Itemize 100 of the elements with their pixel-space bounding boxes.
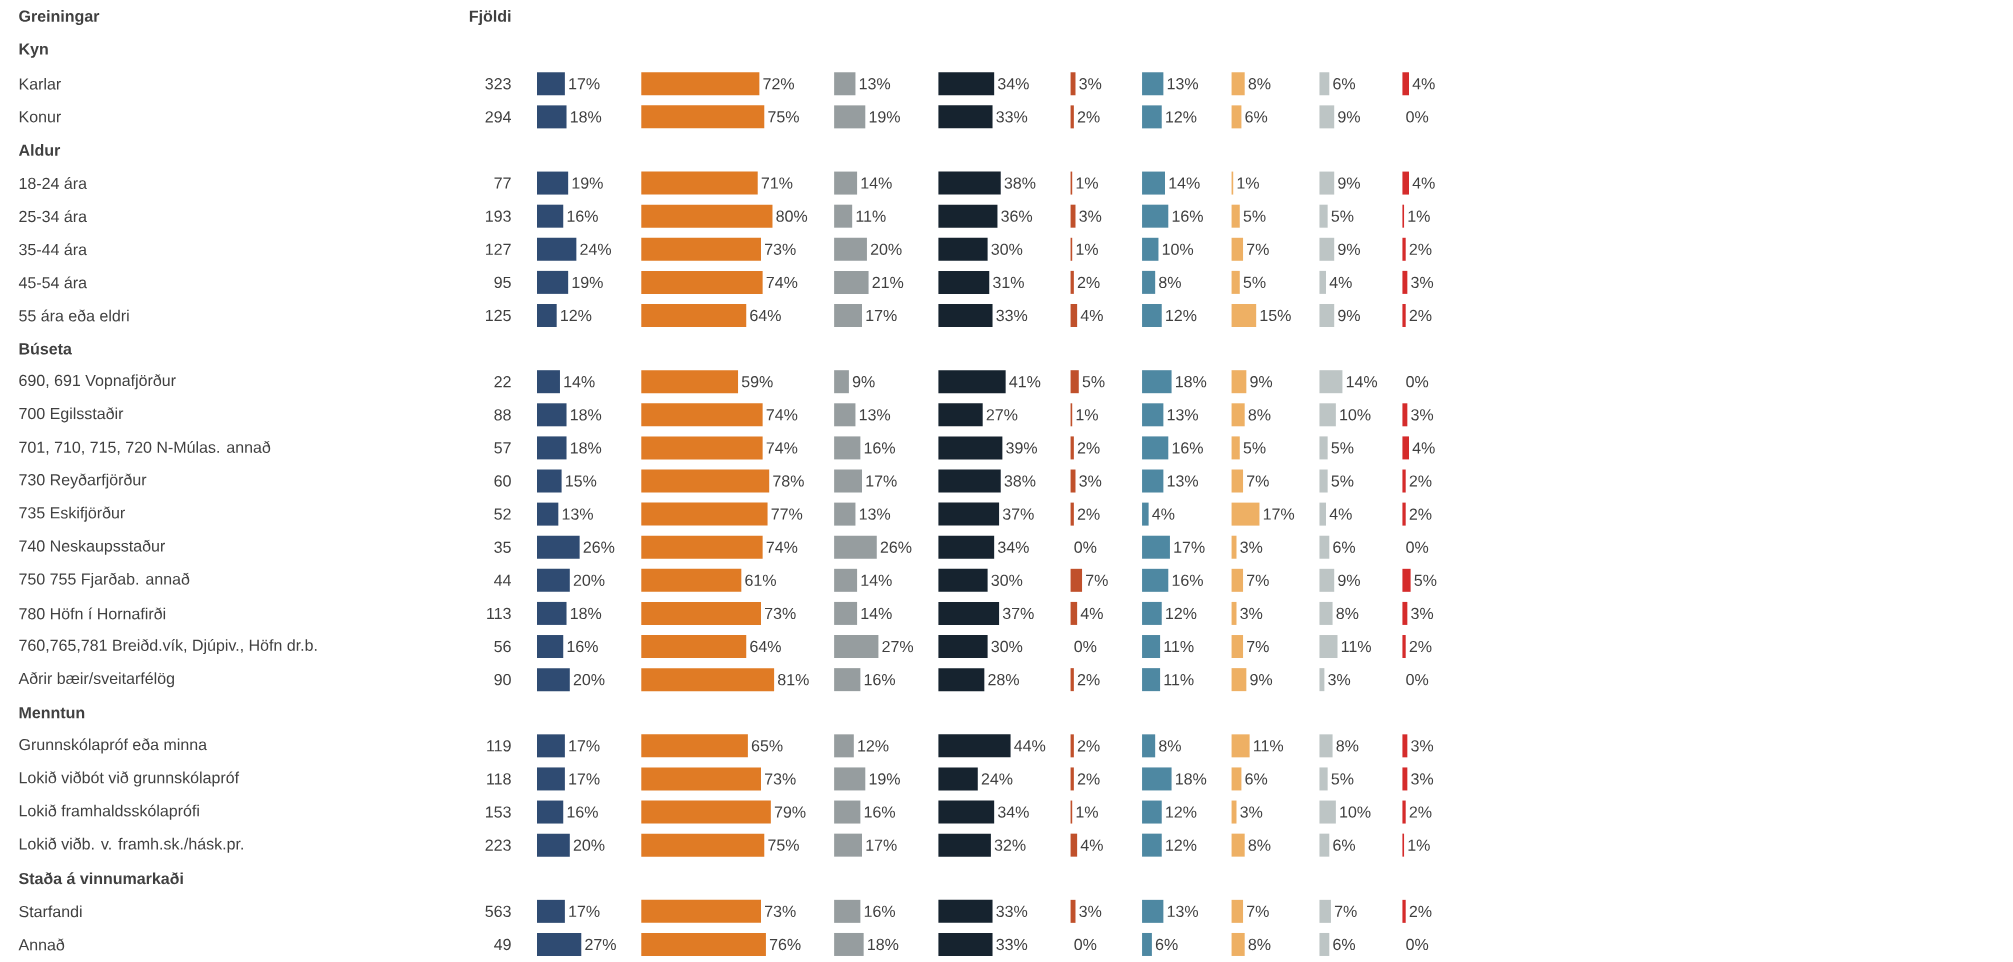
bar (1402, 899, 1406, 923)
data-label: 4% (1080, 839, 1103, 851)
data-label: 73% (765, 905, 796, 918)
bar (834, 204, 853, 228)
data-label: 34% (997, 541, 1029, 553)
y-axis-title: Greiningar (19, 10, 100, 26)
bar (537, 502, 559, 526)
bar (1231, 403, 1245, 427)
bar (1231, 237, 1244, 261)
data-label: 37% (1002, 607, 1034, 620)
bar (537, 668, 570, 692)
bar (1402, 303, 1406, 327)
bar (834, 171, 858, 195)
bar (938, 502, 1000, 526)
data-label: 18% (570, 607, 602, 620)
y-tick-label: 55 ára eða eldri (19, 309, 129, 322)
bar (1070, 270, 1074, 294)
data-label: 14% (861, 607, 892, 620)
data-label: 27% (986, 409, 1018, 421)
data-label: 16% (567, 640, 598, 653)
data-label: 73% (765, 607, 796, 620)
bar (938, 370, 1006, 394)
bar (1319, 270, 1327, 294)
data-label: 294 (485, 111, 511, 123)
data-label: 8% (1248, 409, 1271, 421)
bar (938, 535, 995, 559)
bar (1319, 303, 1335, 327)
data-label: 13% (1167, 475, 1199, 487)
data-label: 16% (864, 806, 896, 818)
bar (938, 469, 1001, 493)
bar (1231, 370, 1247, 394)
bar (1142, 635, 1161, 659)
data-label: 1% (1237, 177, 1259, 189)
bar (1142, 469, 1164, 493)
data-label: 153 (486, 806, 511, 818)
data-label: 56 (494, 640, 511, 653)
bar (641, 469, 770, 493)
bar (834, 932, 864, 956)
data-label: 12% (1166, 309, 1197, 322)
data-label: 74% (766, 409, 798, 421)
y-tick-label: 18-24 ára (19, 177, 87, 190)
data-label: 13% (859, 409, 891, 421)
bar (1142, 535, 1170, 559)
bar (537, 635, 564, 659)
y-tick-label: Annað (18, 938, 65, 951)
bar (938, 436, 1003, 460)
data-label: 0% (1074, 938, 1097, 951)
bar (1142, 899, 1164, 923)
data-label: 49 (494, 938, 511, 951)
bar (938, 800, 995, 824)
data-label: 12% (1166, 806, 1197, 818)
bar (834, 370, 849, 394)
data-label: 33% (996, 309, 1028, 322)
y-tick-label: Karlar (19, 77, 61, 90)
data-label: 6% (1333, 78, 1356, 90)
bar (1070, 833, 1078, 857)
data-label: 14% (1169, 177, 1200, 189)
data-label: 60 (494, 475, 511, 487)
bar (641, 72, 760, 96)
data-label: 33% (996, 111, 1028, 123)
data-label: 127 (486, 243, 511, 255)
bar (641, 204, 773, 228)
data-label: 76% (769, 938, 801, 951)
data-label: 3% (1240, 607, 1263, 620)
bar (938, 899, 993, 923)
bar (537, 734, 565, 758)
bar (938, 171, 1001, 195)
data-label: 65% (751, 740, 783, 752)
data-label: 113 (487, 607, 511, 620)
y-tick-label: 740 Neskaupsstaður (19, 539, 165, 555)
y-tick-label: 760,765,781 Breiðd.vík, Djúpiv., Höfn dr.b. (19, 638, 317, 655)
data-label: 7% (1247, 905, 1269, 917)
data-label: 17% (866, 475, 897, 487)
bar (1319, 899, 1331, 923)
bar (641, 436, 763, 460)
bar (1231, 833, 1245, 857)
data-label: 16% (1172, 210, 1203, 222)
bar (537, 899, 565, 923)
data-label: 2% (1077, 111, 1100, 123)
bar (1142, 204, 1169, 228)
data-label: 5% (1414, 574, 1437, 586)
bar (1231, 932, 1245, 956)
y-tick-label: 730 Reyðarfjörður (19, 473, 147, 489)
data-label: 4% (1329, 276, 1352, 288)
data-label: 20% (573, 574, 605, 586)
data-label: 8% (1159, 740, 1181, 752)
data-label: 20% (573, 839, 605, 851)
bar (938, 601, 1000, 625)
bar (1319, 601, 1333, 625)
data-label: 31% (993, 276, 1024, 289)
bar (834, 403, 856, 427)
data-label: 13% (1167, 409, 1199, 421)
data-label: 33% (996, 905, 1028, 918)
bar (938, 668, 985, 692)
bar (834, 568, 858, 592)
bar (641, 105, 765, 129)
data-label: 6% (1245, 111, 1268, 123)
bar (834, 72, 856, 96)
data-label: 2% (1077, 508, 1100, 520)
data-label: 18% (570, 442, 602, 454)
